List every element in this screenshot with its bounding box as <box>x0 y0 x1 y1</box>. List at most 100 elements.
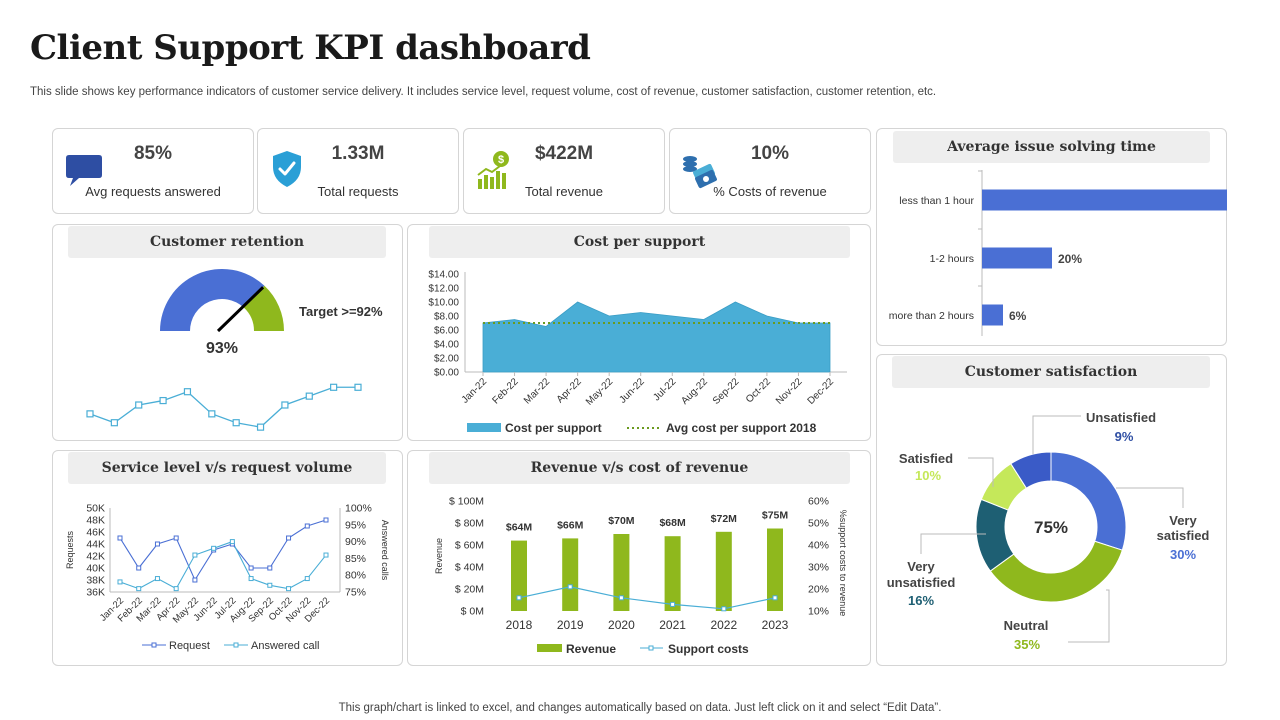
revenue-cost-header: Revenue v/s cost of revenue <box>429 452 850 484</box>
y2-tick-label: 10% <box>808 606 829 618</box>
value-very-satisfied: 30% <box>1170 547 1196 562</box>
y-tick-label: $2.00 <box>434 354 459 365</box>
support-costs-point <box>618 595 624 601</box>
customer-satisfaction-chart: 75%Unsatisfied9%Verysatisfied30%Neutral3… <box>887 410 1210 652</box>
answered-call-point <box>117 579 123 585</box>
support-costs-point <box>516 595 522 601</box>
y-tick-label: $6.00 <box>434 326 459 337</box>
label-neutral: Neutral <box>1004 618 1049 633</box>
kpi-label: Avg requests answered <box>85 184 221 199</box>
x-tick-label: 2023 <box>762 618 789 632</box>
retention-trend-line <box>89 386 358 428</box>
value-neutral: 35% <box>1014 637 1040 652</box>
y-tick-label: 50K <box>86 503 105 515</box>
request-point <box>173 535 179 541</box>
label-satisfied: Satisfied <box>899 451 953 466</box>
x-tick-label: Sep-22 <box>711 376 742 407</box>
kpi-card-total-revenue: $ $422M Total revenue <box>463 128 665 214</box>
retention-trend-point-Sep-22 <box>281 401 289 409</box>
legend-swatch-area <box>467 423 501 432</box>
y-tick-label: 38K <box>86 575 105 587</box>
svg-text:$: $ <box>498 154 504 166</box>
donut-center-label: 75% <box>1034 518 1068 537</box>
request-point <box>248 565 254 571</box>
answered-call-point <box>136 586 142 592</box>
retention-trend-point-Oct-22 <box>305 392 313 400</box>
legend-label-avg: Avg cost per support 2018 <box>666 421 817 435</box>
kpi-card-total-requests: 1.33M Total requests <box>257 128 459 214</box>
x-tick-label: May-22 <box>584 376 616 408</box>
y2-tick-label: 80% <box>345 570 366 582</box>
label-very-satisfied-2: satisfied <box>1157 528 1210 543</box>
answered-call-point <box>154 576 160 582</box>
y2-tick-label: 95% <box>345 519 366 531</box>
y-axis-title: Revenue <box>434 538 444 574</box>
solving-time-card: Average issue solving time <box>876 128 1227 346</box>
kpi-value: $422M <box>534 143 594 164</box>
answered-call-point <box>323 552 329 558</box>
leader-neutral <box>1068 589 1110 643</box>
leader-very-satisfied <box>1116 487 1184 508</box>
y-tick-label: $ 80M <box>455 518 484 530</box>
footer-note: This graph/chart is linked to excel, and… <box>338 702 942 714</box>
x-tick-label: Jun-22 <box>617 376 647 406</box>
leader-satisfied <box>968 457 994 487</box>
bar-category-label: less than 1 hour <box>899 195 974 207</box>
y2-tick-label: 90% <box>345 536 366 548</box>
page-subtitle: This slide shows key performance indicat… <box>30 86 937 98</box>
value-very-unsatisfied: 16% <box>908 593 934 608</box>
y-tick-label: 36K <box>86 587 105 599</box>
retention-trend-point-Jan-22 <box>86 410 94 418</box>
solving-time-bar <box>982 247 1052 269</box>
answered-call-point <box>173 586 179 592</box>
bar-value-label: 6% <box>1009 309 1027 323</box>
request-point <box>117 535 123 541</box>
y-tick-label: $ 100M <box>449 496 484 508</box>
kpi-label: Total revenue <box>524 184 604 199</box>
donut-slice-unsatisfied <box>1010 451 1052 489</box>
bar-category-label: 1-2 hours <box>930 253 974 265</box>
y-tick-label: $0.00 <box>434 368 459 379</box>
x-tick-label: 2020 <box>608 618 635 632</box>
y-tick-label: $14.00 <box>428 270 459 281</box>
kpi-value: 85% <box>133 143 173 164</box>
retention-trend-point-May-22 <box>183 388 192 396</box>
x-tick-label: 2019 <box>557 618 584 632</box>
retention-trend-point-Jun-22 <box>208 410 216 418</box>
revenue-value-label: $72M <box>711 513 738 525</box>
cost-per-support-header: Cost per support <box>429 226 850 258</box>
answered-call-point <box>267 582 273 588</box>
y-tick-label: $12.00 <box>428 284 459 295</box>
kpi-value: 10% <box>750 143 790 164</box>
support-costs-point <box>670 601 676 607</box>
request-point <box>136 565 142 571</box>
retention-trend-point-Nov-22 <box>330 383 338 391</box>
request-point <box>192 577 198 583</box>
label-unsatisfied: Unsatisfied <box>1086 410 1156 425</box>
y-tick-label: $ 0M <box>461 606 484 618</box>
gauge-value-label: 93% <box>206 340 238 357</box>
y-tick-label: 44K <box>86 539 105 551</box>
revenue-value-label: $68M <box>659 517 686 529</box>
shield-check-icon <box>273 151 301 187</box>
cost-per-support-chart: $0.00 $2.00 $4.00 $6.00 $8.00 $10.00 $12.00 $14… <box>428 270 847 435</box>
y2-axis-title: Answered calls <box>380 520 390 581</box>
y-tick-label: $ 40M <box>455 562 484 574</box>
revenue-cost-card: Revenue v/s cost of revenue <box>407 450 871 666</box>
page-title: Client Support KPI dashboard <box>30 28 591 68</box>
revenue-bar-2019 <box>562 538 579 611</box>
y2-tick-label: 60% <box>808 496 829 508</box>
request-point <box>304 523 310 529</box>
legend-marker-answered <box>233 642 239 648</box>
answered-call-point <box>286 586 292 592</box>
money-coins-icon <box>683 156 717 189</box>
revenue-bar-2018 <box>511 540 527 611</box>
legend-label-area: Cost per support <box>505 421 602 435</box>
customer-retention-header: Customer retention <box>68 226 386 258</box>
y2-tick-label: 100% <box>345 503 372 515</box>
label-very-satisfied-1: Very <box>1169 513 1197 528</box>
legend-label-answered: Answered call <box>251 640 319 652</box>
answered-call-line <box>119 540 327 590</box>
